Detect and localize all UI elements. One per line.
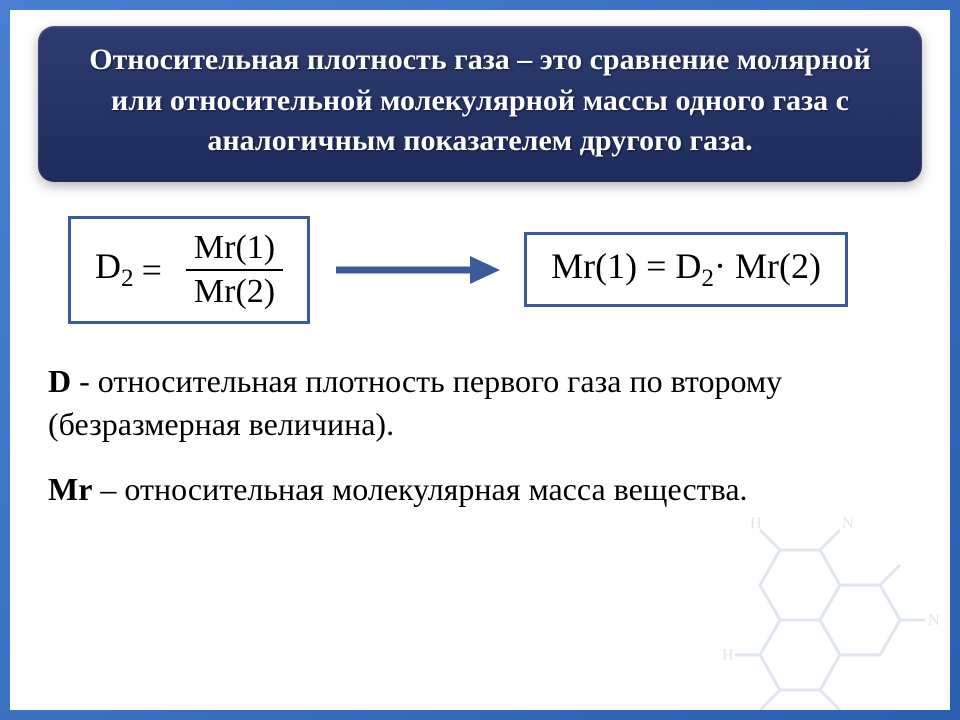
svg-text:N: N [928, 612, 940, 629]
d-text: - относительная плотность первого газа п… [48, 363, 782, 442]
svg-text:H: H [722, 647, 734, 664]
numerator: Mr(1) [186, 229, 283, 267]
mr-symbol: Mr [48, 471, 92, 507]
definition-text: Относительная плотность газа – это сравн… [68, 40, 892, 162]
formula-right-box: Mr(1) = D2· Mr(2) [524, 232, 848, 306]
svg-text:N: N [842, 515, 854, 532]
mr-text: – относительная молекулярная масса вещес… [92, 471, 747, 507]
fraction: Mr(1) Mr(2) [186, 229, 283, 311]
molecule-watermark-icon: H N N H O [700, 510, 950, 710]
arrow-icon [332, 248, 502, 292]
svg-text:H: H [750, 515, 762, 532]
d-symbol: D [48, 363, 71, 399]
formula-right-text: Mr(1) = D2· Mr(2) [551, 245, 821, 293]
svg-text:O: O [750, 709, 762, 710]
equals-sign: = [142, 249, 162, 291]
denominator: Mr(2) [186, 273, 283, 311]
definition-box: Относительная плотность газа – это сравн… [38, 26, 922, 182]
description-mr: Mr – относительная молекулярная масса ве… [48, 468, 912, 511]
fraction-bar [186, 269, 283, 271]
formula-left-box: D2 = Mr(1) Mr(2) [68, 216, 310, 324]
slide: Относительная плотность газа – это сравн… [10, 10, 950, 710]
description-d: D - относительная плотность первого газа… [48, 360, 912, 446]
formula-row: D2 = Mr(1) Mr(2) Mr(1) = D2· Mr(2) [68, 216, 912, 324]
formula-lhs: D2 [95, 245, 134, 293]
